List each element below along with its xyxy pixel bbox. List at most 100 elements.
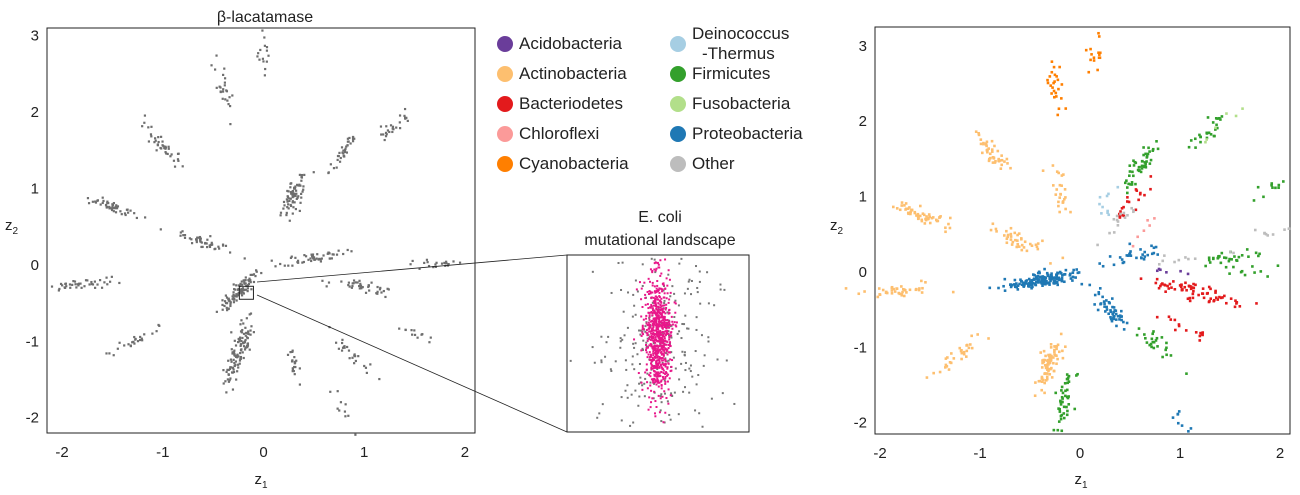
data-point — [1131, 170, 1134, 174]
data-point — [243, 341, 246, 344]
data-point — [675, 321, 678, 324]
data-point — [1049, 343, 1053, 346]
data-point — [338, 409, 341, 412]
data-point — [1165, 346, 1168, 350]
data-point — [651, 333, 654, 336]
data-point — [649, 406, 652, 409]
legend-swatch — [497, 126, 513, 142]
data-point — [1089, 47, 1092, 51]
data-point — [654, 333, 657, 336]
data-point — [1049, 359, 1053, 362]
data-point — [1056, 113, 1060, 117]
data-point — [918, 214, 922, 218]
data-point — [659, 313, 662, 316]
data-point — [112, 210, 115, 213]
data-point — [667, 269, 670, 272]
data-point — [139, 335, 142, 339]
data-point — [264, 67, 267, 71]
data-point — [658, 349, 661, 352]
data-point — [1051, 184, 1055, 187]
data-point — [100, 286, 104, 289]
data-point — [1154, 339, 1158, 342]
legend-label: Acidobacteria — [519, 34, 623, 53]
data-point — [659, 339, 662, 342]
data-point — [1045, 282, 1049, 285]
data-point — [223, 77, 227, 80]
data-point — [1177, 323, 1181, 326]
data-point — [626, 326, 629, 329]
data-point — [225, 90, 229, 93]
data-point — [1115, 214, 1119, 218]
data-point — [664, 365, 667, 368]
data-point — [223, 300, 227, 303]
data-point — [1126, 213, 1129, 217]
data-point — [651, 347, 654, 350]
data-point — [1041, 284, 1044, 287]
data-point — [668, 322, 671, 325]
data-point — [1189, 139, 1193, 142]
data-point — [1217, 255, 1220, 258]
data-point — [1093, 293, 1097, 297]
data-point — [1114, 318, 1118, 321]
data-point — [343, 346, 346, 349]
data-point — [141, 125, 144, 128]
data-point — [662, 345, 665, 348]
data-point — [659, 308, 662, 311]
data-point — [231, 298, 234, 301]
data-point — [387, 288, 390, 291]
data-point — [641, 284, 644, 287]
data-point — [1188, 299, 1192, 303]
data-point — [233, 364, 236, 367]
data-point — [1165, 270, 1168, 274]
data-point — [1039, 351, 1043, 354]
legend-swatch — [670, 96, 686, 112]
data-point — [667, 362, 670, 365]
data-point — [364, 291, 368, 294]
data-point — [1105, 305, 1108, 309]
data-point — [231, 366, 235, 369]
data-point — [651, 284, 654, 287]
data-point — [1247, 255, 1250, 258]
data-point — [398, 114, 402, 117]
data-point — [655, 350, 658, 353]
data-point — [1168, 282, 1172, 286]
data-point — [179, 231, 182, 234]
data-point — [900, 204, 904, 207]
data-point — [283, 204, 286, 207]
data-point — [242, 345, 246, 348]
data-point — [347, 281, 350, 284]
data-point — [671, 320, 674, 323]
data-point — [666, 292, 669, 295]
data-point — [1174, 328, 1177, 332]
data-point — [118, 341, 121, 344]
data-point — [1034, 243, 1038, 247]
data-point — [650, 401, 653, 404]
data-point — [1040, 380, 1044, 383]
data-point — [389, 124, 393, 127]
data-point — [1146, 152, 1150, 156]
data-point — [135, 216, 138, 220]
data-point — [649, 358, 652, 361]
data-point — [725, 359, 728, 362]
data-point — [261, 57, 265, 60]
data-point — [1125, 179, 1128, 182]
data-point — [243, 348, 247, 351]
data-point — [1201, 287, 1205, 290]
data-point — [661, 362, 664, 365]
data-point — [674, 367, 677, 370]
data-point — [425, 258, 429, 261]
data-point — [657, 371, 660, 374]
data-point — [944, 366, 947, 369]
data-point — [655, 331, 658, 334]
data-point — [1224, 265, 1228, 269]
data-point — [223, 304, 226, 308]
data-point — [652, 309, 655, 312]
data-point — [643, 281, 646, 284]
data-point — [1113, 314, 1116, 318]
data-point — [1072, 268, 1075, 272]
data-point — [626, 396, 629, 399]
data-point — [651, 281, 654, 284]
data-point — [1099, 302, 1103, 305]
data-point — [667, 402, 670, 405]
data-point — [657, 385, 660, 388]
